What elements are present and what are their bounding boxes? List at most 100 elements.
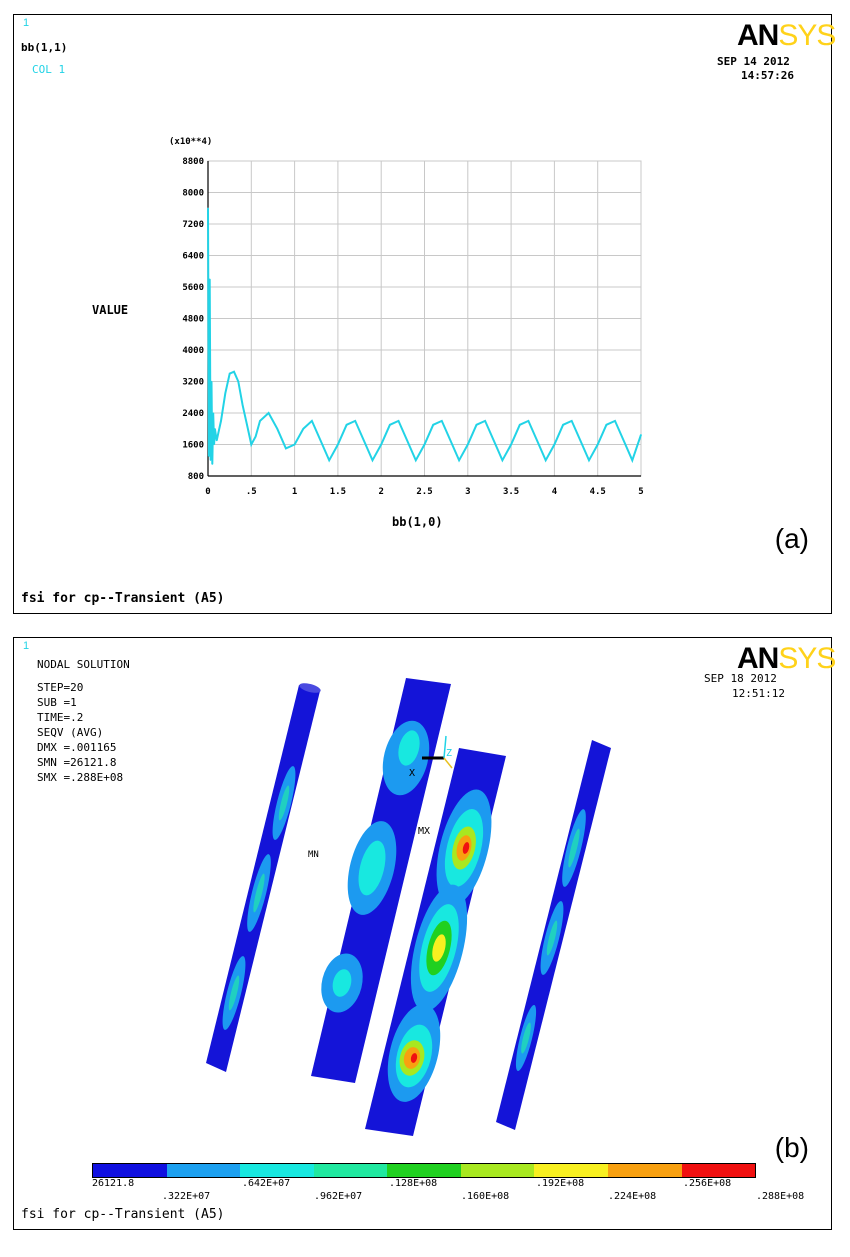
info-line: TIME=.2 <box>37 711 84 724</box>
data-point <box>484 420 486 422</box>
data-point <box>294 443 296 446</box>
data-point <box>380 443 382 446</box>
data-point <box>246 424 248 426</box>
x-tick-label: 3 <box>465 487 470 497</box>
data-point <box>605 424 607 426</box>
panel-a: 1 bb(1,1) COL 1 ANSYS SEP 14 2012 14:57:… <box>13 14 836 614</box>
data-point <box>354 420 356 422</box>
info-line: STEP=20 <box>37 681 84 694</box>
data-point <box>328 459 330 461</box>
time-stamp: 14:57:26 <box>741 69 794 82</box>
x-tick-label: .5 <box>246 487 257 497</box>
data-point <box>449 439 452 442</box>
data-point <box>432 424 434 426</box>
y-tick-label: 8000 <box>182 189 204 199</box>
legend-swatch <box>607 1164 682 1177</box>
data-point <box>220 420 222 422</box>
x-tick-label: 2.5 <box>416 487 432 497</box>
panel-b: 1 NODAL SOLUTION STEP=20 SUB =1 TIME=.2 … <box>13 637 836 1230</box>
data-point <box>536 439 538 442</box>
data-point <box>209 278 211 280</box>
info-line: DMX =.001165 <box>37 741 117 754</box>
panel-label-a: (a) <box>774 523 809 554</box>
data-point <box>397 420 400 422</box>
panel-label-b: (b) <box>774 1132 809 1163</box>
info-line: NODAL SOLUTION <box>37 658 130 671</box>
ansys-logo: ANSYS <box>737 642 836 675</box>
data-point <box>423 443 426 446</box>
data-point <box>208 455 210 457</box>
window-number: 1 <box>23 640 30 652</box>
data-point <box>458 459 460 461</box>
legend-swatch <box>240 1164 314 1177</box>
x-tick-label: 2 <box>378 487 383 497</box>
x-tick-label: 1.5 <box>330 487 346 497</box>
data-point <box>259 420 261 422</box>
legend-label: .322E+07 <box>162 1191 211 1202</box>
data-point <box>268 412 270 414</box>
x-tick-label: 4.5 <box>590 487 606 497</box>
contour-plot <box>206 678 611 1136</box>
y-tick-label: 4800 <box>182 315 204 325</box>
legend-label: .642E+07 <box>242 1178 291 1189</box>
legend-swatch <box>166 1164 241 1177</box>
y-tick-label: 8800 <box>182 157 204 167</box>
y-tick-label: 1600 <box>182 441 204 451</box>
data-point <box>597 443 599 446</box>
data-point <box>213 443 215 446</box>
data-point <box>237 380 239 383</box>
info-line: SUB =1 <box>37 696 77 709</box>
triad-z-label: Z <box>446 748 453 759</box>
y-tick-label: 6400 <box>182 252 204 262</box>
chart-header-col: COL 1 <box>32 63 66 76</box>
data-point <box>579 439 581 442</box>
data-point <box>467 443 469 446</box>
data-point <box>276 428 278 430</box>
y-tick-label: 7200 <box>182 220 204 230</box>
chart-header-var: bb(1,1) <box>21 41 68 54</box>
data-point <box>242 404 244 406</box>
line-chart: 0 .5 1 1.5 2 2.5 3 3.5 4 4.5 5 800 1600 2400 3200 4000 4… <box>182 157 643 497</box>
legend-label: .224E+08 <box>608 1191 657 1202</box>
data-point <box>212 412 214 414</box>
data-point <box>214 428 216 430</box>
window-number: 1 <box>23 17 30 29</box>
y-tick-label: 3200 <box>182 378 204 388</box>
data-point <box>216 439 218 442</box>
y-tick-label: 5600 <box>182 283 204 293</box>
y-tick-label: 2400 <box>182 409 204 419</box>
data-point <box>345 424 348 426</box>
legend-swatch <box>387 1164 461 1177</box>
axis-triad <box>422 735 453 769</box>
mx-marker: MX <box>418 826 431 837</box>
legend-swatch <box>93 1164 167 1177</box>
data-point <box>475 424 478 426</box>
data-point <box>337 443 339 446</box>
data-point <box>319 439 322 442</box>
data-point <box>311 420 313 422</box>
legend-label: .128E+08 <box>389 1178 438 1189</box>
data-point <box>224 392 226 394</box>
data-point <box>493 439 495 442</box>
data-point <box>623 439 625 442</box>
cylinder-1 <box>206 683 321 1072</box>
date-stamp: SEP 18 2012 <box>704 672 777 685</box>
data-point <box>209 459 212 461</box>
mn-marker: MN <box>308 850 319 860</box>
chart-grid <box>207 160 642 477</box>
legend-label: .192E+08 <box>536 1178 585 1189</box>
contour-legend-bar <box>92 1163 756 1178</box>
info-line: SMX =.288E+08 <box>37 771 124 784</box>
data-point <box>527 420 530 422</box>
data-point <box>545 459 547 461</box>
cylinder-4 <box>496 740 611 1130</box>
data-point <box>588 459 590 461</box>
data-point <box>562 424 564 426</box>
data-point <box>571 420 573 422</box>
legend-swatch <box>313 1164 388 1177</box>
x-tick-label: 3.5 <box>503 487 519 497</box>
data-point <box>501 459 504 461</box>
x-tick-label: 1 <box>292 487 297 497</box>
legend-swatch <box>681 1164 756 1177</box>
legend-label: .160E+08 <box>461 1191 510 1202</box>
